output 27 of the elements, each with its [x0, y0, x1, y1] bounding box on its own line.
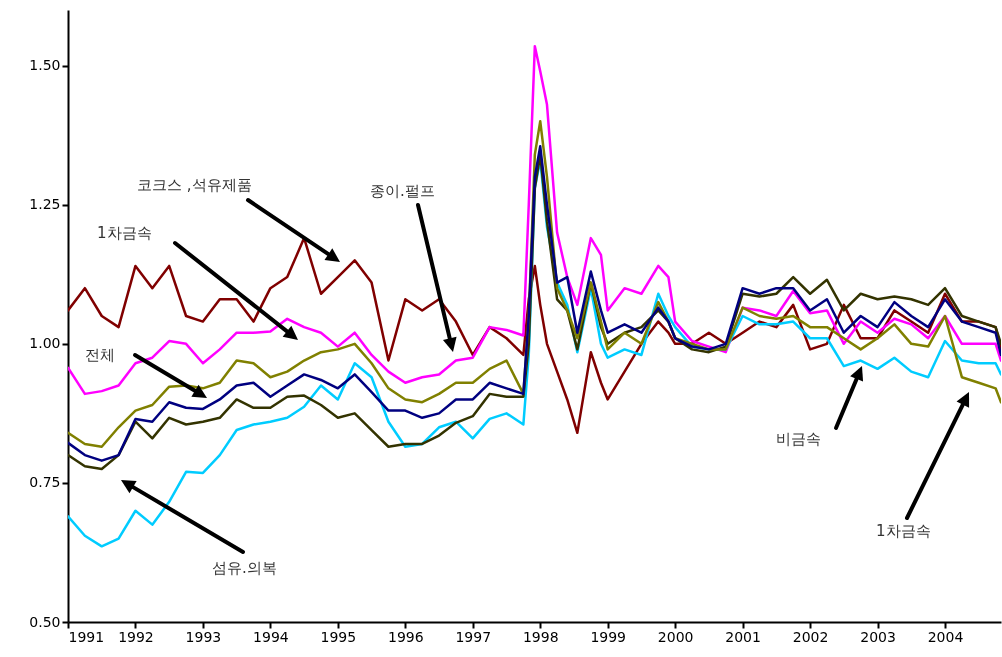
x-tick-label: 2001: [725, 628, 761, 645]
annotation: 비금속: [776, 430, 821, 448]
annotation: 1차금속: [876, 522, 931, 540]
x-tick-label: 1995: [320, 628, 357, 645]
annotation: 종이.펄프: [370, 182, 435, 200]
y-tick-label: 0.50: [29, 613, 61, 630]
x-tick-label: 2004: [927, 628, 964, 645]
annotation: 코크스 ,석유제품: [137, 176, 252, 194]
x-tick-label: 2002: [792, 628, 829, 645]
x-tick-label: 1998: [522, 628, 559, 645]
annotation: 전체: [85, 346, 115, 364]
x-tick-label: 1997: [455, 628, 492, 645]
y-tick-label: 0.75: [29, 474, 61, 491]
x-tick-label: 1991: [68, 628, 105, 645]
x-tick-label: 1999: [590, 628, 627, 645]
annotation: 섬유.의복: [212, 559, 277, 577]
x-tick-label: 1994: [253, 628, 289, 645]
y-tick-label: 1.00: [29, 335, 61, 352]
y-tick-label: 1.50: [29, 57, 61, 74]
x-tick-label: 1993: [185, 628, 222, 645]
x-tick-label: 2000: [657, 628, 694, 645]
x-tick-label: 1996: [387, 628, 424, 645]
x-tick-label: 2003: [860, 628, 896, 645]
y-tick-label: 1.25: [29, 196, 61, 213]
x-tick-label: 1992: [118, 628, 154, 645]
annotation: 1차금속: [97, 224, 152, 242]
line-series: [68, 44, 1001, 396]
